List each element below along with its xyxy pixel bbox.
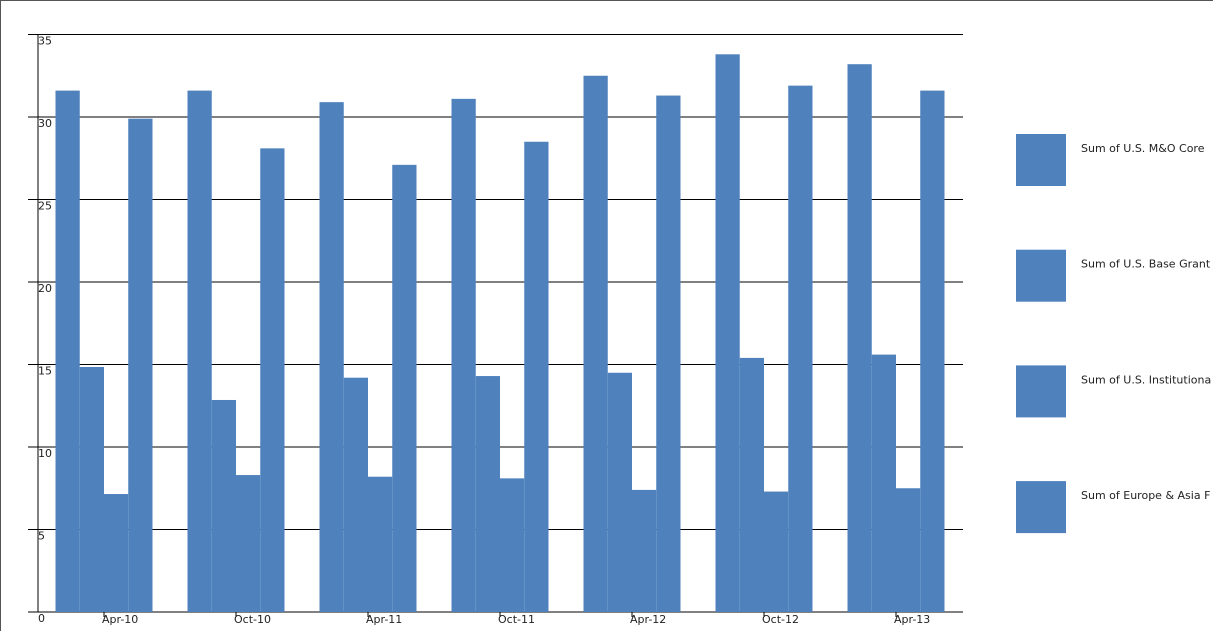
x-tick-label: Oct-10 (234, 613, 271, 626)
bar (500, 478, 525, 612)
y-tick-label: 25 (38, 200, 52, 213)
bar (55, 90, 80, 613)
bar (79, 366, 104, 612)
y-tick-label: 35 (38, 35, 52, 48)
bar (319, 102, 344, 613)
x-tick-label: Apr-12 (630, 613, 666, 626)
bar (475, 376, 500, 612)
bar (343, 377, 368, 612)
bar (715, 54, 740, 613)
bar (896, 488, 921, 612)
bar (368, 476, 393, 612)
bar (656, 95, 681, 613)
y-tick-label: 15 (38, 365, 52, 378)
x-tick-label: Apr-13 (894, 613, 930, 626)
legend-swatch (1016, 481, 1066, 534)
legend-label: Sum of Europe & Asia F (1081, 489, 1210, 502)
bar (211, 399, 236, 612)
y-tick-label: 30 (38, 117, 52, 130)
bar (632, 489, 657, 612)
bar (104, 494, 129, 612)
bar (583, 75, 608, 612)
bar (607, 372, 632, 612)
x-tick-label: Apr-11 (366, 613, 402, 626)
bar (847, 64, 872, 612)
bar (739, 357, 764, 612)
x-tick-label: Oct-11 (498, 613, 535, 626)
bar (128, 118, 153, 613)
legend-swatch (1016, 365, 1066, 418)
bar (236, 475, 261, 612)
bar (260, 148, 285, 612)
legend-swatch (1016, 134, 1066, 186)
y-tick-label: 10 (38, 447, 52, 460)
legend-label: Sum of U.S. M&O Core (1081, 142, 1205, 155)
bar (187, 90, 212, 613)
y-tick-label: 20 (38, 282, 52, 295)
x-tick-label: Oct-12 (762, 613, 799, 626)
bar (451, 98, 476, 613)
legend-swatch (1016, 249, 1066, 302)
bar (392, 164, 417, 612)
bar (871, 354, 896, 612)
legend-label: Sum of U.S. Base Grant (1081, 258, 1211, 271)
bar (920, 90, 945, 613)
y-tick-label: 5 (38, 530, 45, 543)
bar (788, 85, 813, 612)
x-tick-label: Apr-10 (102, 613, 138, 626)
legend-label: Sum of U.S. Institutiona (1081, 373, 1211, 386)
bar (764, 491, 789, 612)
y-tick-label: 0 (38, 612, 45, 625)
bar (524, 141, 549, 612)
